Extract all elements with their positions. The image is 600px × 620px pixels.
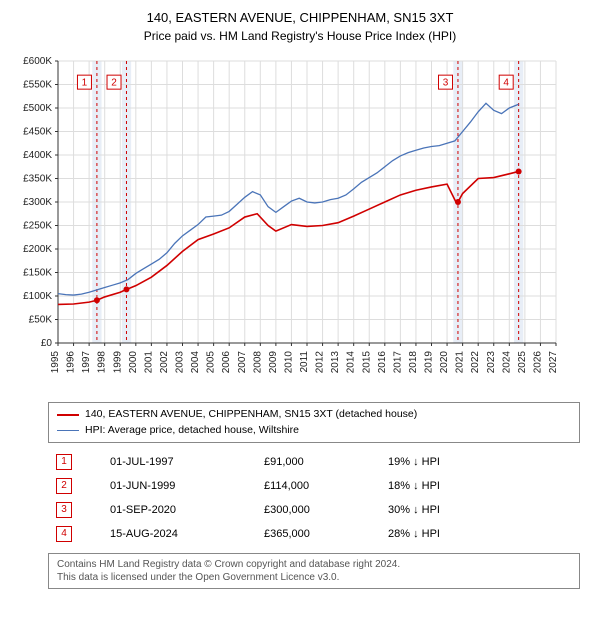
legend-swatch (57, 414, 79, 416)
svg-text:2012: 2012 (315, 350, 326, 373)
event-date: 01-SEP-2020 (104, 499, 256, 521)
svg-text:£450K: £450K (23, 126, 52, 137)
footer-attribution: Contains HM Land Registry data © Crown c… (48, 553, 580, 589)
svg-text:2000: 2000 (128, 350, 139, 373)
legend-label: 140, EASTERN AVENUE, CHIPPENHAM, SN15 3X… (85, 407, 417, 423)
svg-text:2005: 2005 (206, 350, 217, 373)
svg-text:2024: 2024 (501, 350, 512, 373)
svg-text:£550K: £550K (23, 79, 52, 90)
event-row: 2 01-JUN-1999£114,00018% ↓ HPI (50, 475, 446, 497)
svg-text:£200K: £200K (23, 244, 52, 255)
svg-text:2008: 2008 (252, 350, 263, 373)
svg-text:2025: 2025 (517, 350, 528, 373)
chart-subtitle: Price paid vs. HM Land Registry's House … (8, 29, 592, 43)
svg-text:1995: 1995 (50, 350, 61, 373)
svg-text:£100K: £100K (23, 291, 52, 302)
svg-text:£150K: £150K (23, 267, 52, 278)
event-row: 4 15-AUG-2024£365,00028% ↓ HPI (50, 523, 446, 545)
svg-text:£300K: £300K (23, 197, 52, 208)
event-row: 1 01-JUL-1997£91,00019% ↓ HPI (50, 451, 446, 473)
svg-text:£600K: £600K (23, 56, 52, 67)
svg-text:2020: 2020 (439, 350, 450, 373)
svg-text:2019: 2019 (424, 350, 435, 373)
event-marker: 2 (56, 478, 72, 494)
svg-text:2010: 2010 (283, 350, 294, 373)
svg-text:2021: 2021 (455, 350, 466, 373)
svg-text:1: 1 (82, 78, 88, 89)
event-marker: 4 (56, 526, 72, 542)
svg-text:1997: 1997 (81, 350, 92, 373)
event-delta: 19% ↓ HPI (382, 451, 446, 473)
svg-text:£500K: £500K (23, 103, 52, 114)
footer-line1: Contains HM Land Registry data © Crown c… (57, 558, 571, 571)
svg-text:2001: 2001 (143, 350, 154, 373)
svg-text:£50K: £50K (29, 314, 53, 325)
event-price: £300,000 (258, 499, 380, 521)
event-date: 15-AUG-2024 (104, 523, 256, 545)
svg-text:2014: 2014 (346, 350, 357, 373)
svg-text:4: 4 (503, 78, 509, 89)
svg-text:2011: 2011 (299, 350, 310, 372)
svg-text:£350K: £350K (23, 173, 52, 184)
event-marker: 1 (56, 454, 72, 470)
footer-line2: This data is licensed under the Open Gov… (57, 571, 571, 584)
event-price: £91,000 (258, 451, 380, 473)
svg-text:2003: 2003 (175, 350, 186, 373)
legend-swatch (57, 430, 79, 431)
svg-text:2002: 2002 (159, 350, 170, 373)
legend-row: HPI: Average price, detached house, Wilt… (57, 423, 571, 439)
event-row: 3 01-SEP-2020£300,00030% ↓ HPI (50, 499, 446, 521)
chart-container: 140, EASTERN AVENUE, CHIPPENHAM, SN15 3X… (0, 0, 600, 597)
svg-text:2026: 2026 (532, 350, 543, 373)
svg-text:2016: 2016 (377, 350, 388, 373)
event-delta: 30% ↓ HPI (382, 499, 446, 521)
svg-text:2: 2 (111, 78, 117, 89)
svg-text:2006: 2006 (221, 350, 232, 373)
svg-text:£0: £0 (41, 338, 53, 349)
event-price: £114,000 (258, 475, 380, 497)
svg-text:1999: 1999 (112, 350, 123, 373)
events-table: 1 01-JUL-1997£91,00019% ↓ HPI 2 01-JUN-1999… (48, 449, 448, 547)
svg-text:2022: 2022 (470, 350, 481, 373)
legend-box: 140, EASTERN AVENUE, CHIPPENHAM, SN15 3X… (48, 402, 580, 444)
event-delta: 28% ↓ HPI (382, 523, 446, 545)
svg-text:2023: 2023 (486, 350, 497, 373)
legend-row: 140, EASTERN AVENUE, CHIPPENHAM, SN15 3X… (57, 407, 571, 423)
svg-text:1996: 1996 (66, 350, 77, 373)
svg-text:2027: 2027 (548, 350, 559, 373)
svg-text:1998: 1998 (97, 350, 108, 373)
svg-text:2007: 2007 (237, 350, 248, 373)
event-date: 01-JUL-1997 (104, 451, 256, 473)
svg-text:2004: 2004 (190, 350, 201, 373)
line-chart-svg: £0 £50K £100K £150K £200K £250K £300K £350K £400… (8, 51, 568, 391)
svg-text:2018: 2018 (408, 350, 419, 373)
svg-text:3: 3 (443, 78, 449, 89)
event-price: £365,000 (258, 523, 380, 545)
svg-text:2015: 2015 (361, 350, 372, 373)
event-date: 01-JUN-1999 (104, 475, 256, 497)
svg-text:2009: 2009 (268, 350, 279, 373)
svg-text:2017: 2017 (392, 350, 403, 373)
svg-text:£400K: £400K (23, 150, 52, 161)
event-marker: 3 (56, 502, 72, 518)
legend-label: HPI: Average price, detached house, Wilt… (85, 423, 299, 439)
chart-area: £0 £50K £100K £150K £200K £250K £300K £350K £400… (8, 51, 592, 396)
svg-text:£250K: £250K (23, 220, 52, 231)
chart-title: 140, EASTERN AVENUE, CHIPPENHAM, SN15 3X… (8, 10, 592, 27)
event-delta: 18% ↓ HPI (382, 475, 446, 497)
svg-text:2013: 2013 (330, 350, 341, 373)
